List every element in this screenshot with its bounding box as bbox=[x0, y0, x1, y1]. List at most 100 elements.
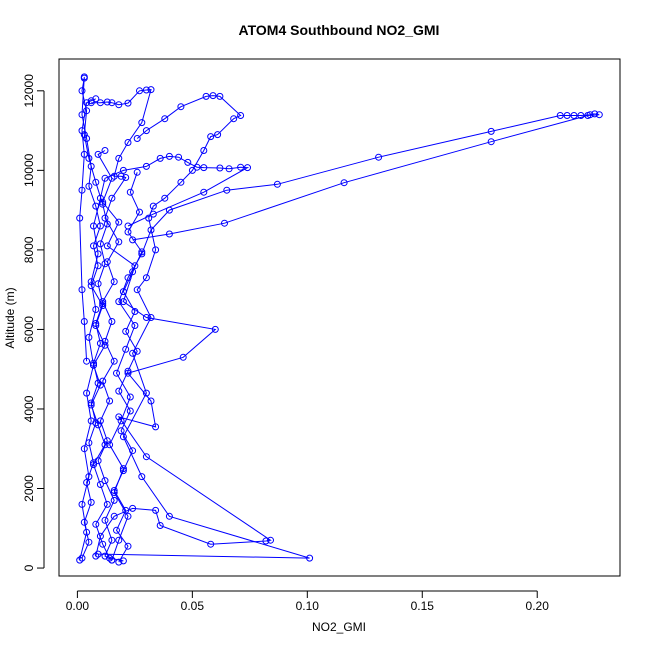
data-point bbox=[214, 131, 222, 139]
y-tick-label: 12000 bbox=[22, 74, 36, 108]
data-point bbox=[563, 112, 571, 119]
data-point bbox=[152, 506, 160, 514]
data-point bbox=[103, 220, 111, 228]
data-point bbox=[133, 347, 141, 355]
y-tick-label: 0 bbox=[22, 564, 36, 571]
data-point bbox=[83, 135, 91, 142]
data-point bbox=[101, 260, 109, 268]
data-point bbox=[113, 369, 120, 377]
series-3 bbox=[87, 86, 155, 564]
data-point bbox=[94, 457, 102, 465]
data-point bbox=[165, 230, 173, 238]
data-point bbox=[244, 164, 251, 172]
data-point bbox=[340, 179, 348, 187]
data-point bbox=[101, 516, 109, 524]
data-point bbox=[124, 139, 132, 146]
series-line bbox=[91, 89, 152, 561]
x-tick-label: 0.05 bbox=[181, 599, 205, 613]
data-point bbox=[94, 280, 102, 288]
y-tick-label: 8000 bbox=[22, 236, 36, 263]
data-point bbox=[184, 158, 192, 166]
series-5 bbox=[92, 147, 274, 560]
data-point bbox=[570, 112, 578, 119]
y-tick-label: 6000 bbox=[22, 316, 36, 343]
data-point bbox=[92, 552, 100, 560]
series-4 bbox=[76, 152, 251, 564]
data-point bbox=[138, 248, 146, 256]
data-point bbox=[131, 322, 139, 329]
data-point bbox=[136, 208, 143, 216]
data-point bbox=[85, 538, 93, 546]
data-point bbox=[90, 222, 97, 230]
data-point bbox=[138, 119, 146, 127]
data-point bbox=[115, 387, 123, 395]
data-point bbox=[145, 214, 153, 222]
data-point bbox=[108, 536, 116, 544]
data-point bbox=[161, 194, 169, 202]
data-point bbox=[119, 298, 127, 306]
data-point bbox=[156, 154, 164, 162]
series-line bbox=[81, 78, 108, 559]
data-point bbox=[101, 441, 109, 449]
data-point bbox=[87, 278, 95, 286]
x-axis-label: NO2_GMI bbox=[312, 620, 366, 634]
y-tick-label: 4000 bbox=[22, 395, 36, 422]
data-point bbox=[156, 522, 164, 529]
x-axis: 0.00 0.05 0.10 0.15 0.20 bbox=[66, 590, 549, 613]
data-point bbox=[138, 473, 146, 481]
data-point bbox=[237, 163, 245, 171]
series-8 bbox=[110, 168, 146, 566]
data-point bbox=[85, 473, 93, 481]
data-point bbox=[83, 389, 91, 397]
data-point bbox=[122, 506, 130, 514]
data-point bbox=[119, 166, 127, 174]
data-point bbox=[152, 423, 160, 431]
data-point bbox=[83, 99, 91, 107]
data-point bbox=[122, 345, 130, 353]
data-point bbox=[175, 153, 183, 161]
data-point bbox=[207, 540, 215, 548]
data-point bbox=[108, 556, 116, 564]
data-point bbox=[110, 357, 118, 365]
data-point bbox=[124, 367, 132, 375]
data-point bbox=[96, 222, 104, 230]
data-point bbox=[94, 379, 102, 387]
data-point bbox=[110, 512, 118, 520]
data-point bbox=[211, 325, 219, 333]
data-point bbox=[87, 399, 95, 407]
data-point bbox=[96, 99, 104, 107]
data-point bbox=[584, 112, 592, 119]
data-point bbox=[115, 101, 123, 109]
data-point bbox=[129, 447, 137, 455]
data-point bbox=[103, 437, 111, 445]
data-point bbox=[99, 377, 107, 385]
data-point bbox=[207, 133, 215, 141]
data-point bbox=[152, 246, 160, 254]
data-point bbox=[375, 153, 383, 161]
data-point bbox=[96, 339, 104, 347]
data-point bbox=[115, 558, 123, 566]
y-tick-label: 2000 bbox=[22, 475, 36, 502]
data-point bbox=[108, 318, 116, 325]
series-9 bbox=[76, 95, 100, 365]
data-point bbox=[149, 202, 157, 210]
data-point bbox=[142, 162, 150, 170]
data-point bbox=[92, 419, 100, 427]
data-point bbox=[108, 194, 116, 202]
data-point bbox=[131, 262, 139, 270]
data-point bbox=[119, 467, 127, 475]
data-point bbox=[83, 528, 91, 536]
data-point bbox=[87, 97, 95, 105]
data-point bbox=[87, 162, 95, 170]
data-point bbox=[87, 498, 95, 506]
data-point bbox=[577, 112, 585, 119]
data-point bbox=[119, 557, 127, 565]
data-point bbox=[202, 92, 210, 100]
data-point bbox=[200, 147, 208, 154]
data-point bbox=[108, 99, 116, 107]
data-point bbox=[76, 556, 84, 564]
data-point bbox=[147, 397, 155, 405]
data-point bbox=[115, 298, 123, 306]
data-point bbox=[142, 127, 150, 135]
